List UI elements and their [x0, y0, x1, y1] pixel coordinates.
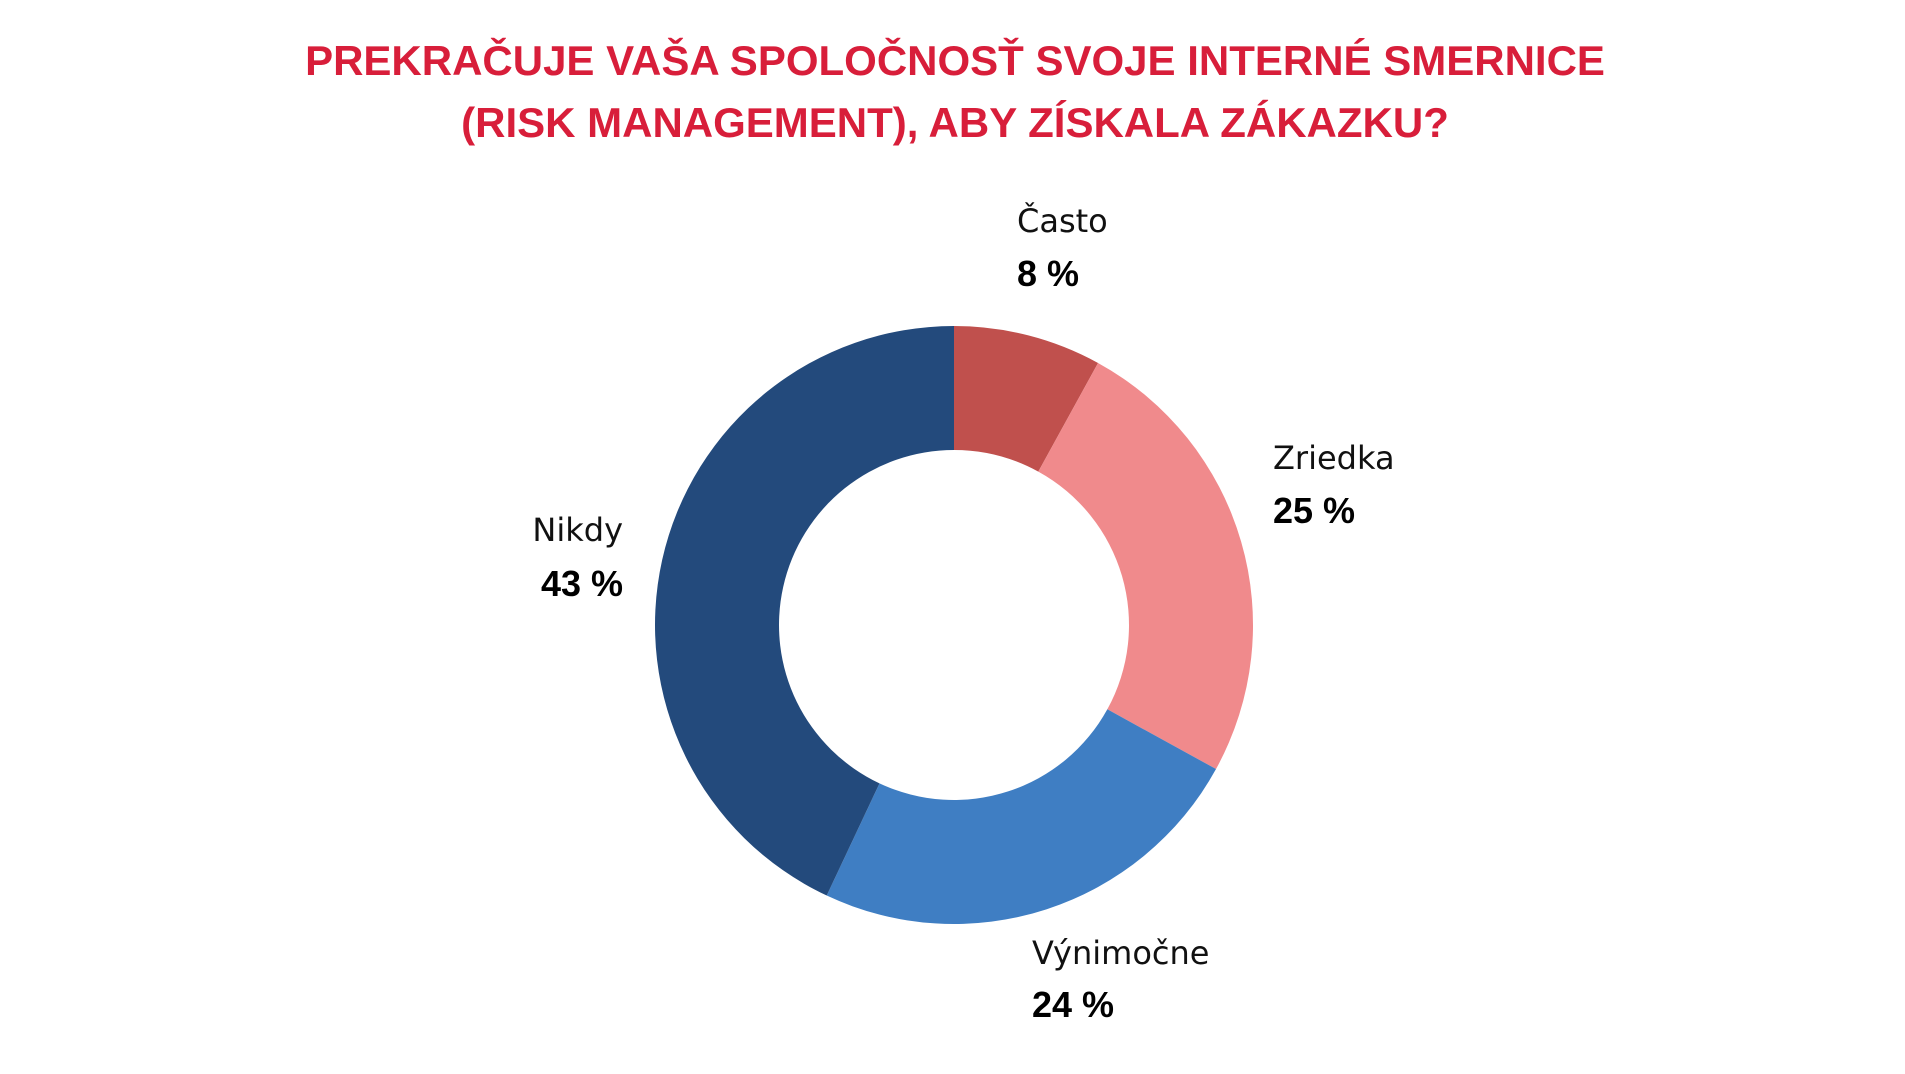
slice-value: 25 %: [1273, 490, 1355, 531]
slice-value: 24 %: [1032, 984, 1114, 1025]
donut-slice: [655, 326, 954, 896]
slice-value: 43 %: [541, 563, 623, 604]
chart-title: PREKRAČUJE VAŠA SPOLOČNOSŤ SVOJE INTERNÉ…: [305, 37, 1605, 146]
donut-slice: [826, 709, 1217, 924]
donut-slice: [1038, 362, 1253, 770]
slice-value: 8 %: [1017, 253, 1079, 294]
slice-name: Často: [1017, 201, 1108, 240]
slice-name: Nikdy: [532, 511, 623, 549]
slice-name: Zriedka: [1273, 439, 1395, 477]
donut-slice: [954, 326, 1099, 472]
slice-name: Výnimočne: [1032, 934, 1209, 972]
